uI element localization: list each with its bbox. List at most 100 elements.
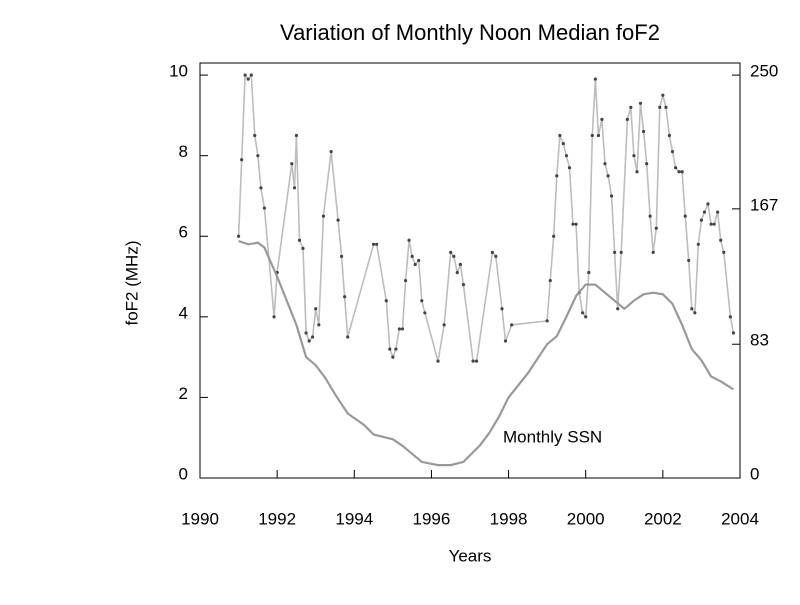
data-point	[706, 202, 710, 206]
data-point	[629, 105, 633, 109]
data-point	[436, 359, 440, 363]
data-point	[613, 250, 617, 254]
data-point	[552, 234, 556, 238]
data-point	[635, 170, 639, 174]
data-point	[609, 194, 614, 198]
x-tick-label: 1994	[335, 509, 373, 528]
data-point	[702, 210, 707, 214]
y-tick-label: 6	[179, 223, 188, 242]
x-tick-label: 2002	[644, 509, 682, 528]
data-point	[490, 250, 494, 254]
data-point	[407, 238, 411, 242]
data-point	[638, 101, 643, 105]
data-point	[545, 319, 549, 323]
data-point	[256, 154, 260, 158]
data-point	[455, 270, 459, 275]
data-point	[596, 133, 601, 138]
data-point	[314, 307, 318, 311]
data-point	[606, 174, 610, 178]
data-point	[712, 222, 716, 226]
data-point	[677, 170, 681, 174]
y2-tick-label: 0	[750, 464, 759, 483]
y2-tick-label: 167	[750, 195, 778, 214]
data-point	[687, 258, 691, 263]
plot-frame	[199, 62, 741, 479]
data-point	[253, 133, 257, 138]
data-point	[555, 174, 559, 178]
data-point	[709, 222, 713, 226]
data-point	[716, 210, 720, 214]
data-point	[494, 254, 498, 258]
data-point	[410, 254, 414, 258]
data-point	[632, 154, 636, 158]
data-point	[240, 158, 244, 162]
data-point	[272, 315, 276, 319]
data-point	[423, 311, 427, 315]
series-line	[237, 72, 735, 362]
data-point	[564, 154, 569, 158]
data-point	[259, 186, 263, 190]
data-point	[719, 238, 723, 242]
data-point	[249, 73, 253, 77]
x-tick-label: 1996	[413, 509, 451, 528]
data-point	[654, 226, 658, 230]
data-point	[667, 133, 672, 138]
x-tick-label: 1990	[181, 509, 219, 528]
y-tick-label: 8	[179, 142, 188, 161]
data-point	[471, 359, 475, 363]
data-point	[696, 242, 700, 246]
data-point	[571, 222, 575, 226]
data-point	[384, 299, 388, 303]
data-point	[388, 347, 392, 351]
data-point	[619, 250, 623, 254]
data-point	[661, 93, 665, 97]
data-point	[301, 246, 305, 250]
x-tick-label: 2000	[567, 509, 605, 528]
data-point	[458, 262, 462, 267]
data-point	[590, 133, 594, 138]
x-tick-label: 2004	[721, 509, 759, 528]
data-point	[397, 327, 402, 331]
data-point	[673, 166, 678, 170]
data-point	[645, 162, 649, 166]
data-point	[474, 359, 479, 363]
data-point	[236, 234, 241, 238]
data-point	[558, 133, 562, 138]
annotation: Monthly SSN	[503, 427, 602, 446]
data-point	[413, 262, 417, 267]
y2-tick-label: 83	[750, 331, 769, 350]
data-point	[336, 218, 340, 222]
data-point	[343, 295, 347, 299]
data-point	[699, 218, 704, 222]
data-point	[584, 315, 588, 319]
data-point	[574, 222, 578, 226]
data-point	[317, 323, 321, 327]
data-point	[728, 315, 732, 319]
data-point	[417, 258, 421, 263]
data-point	[420, 299, 424, 303]
data-point	[294, 133, 299, 138]
data-point	[641, 129, 646, 134]
data-point	[394, 347, 398, 351]
data-point	[648, 214, 652, 218]
data-point	[503, 339, 508, 343]
data-point	[500, 307, 504, 311]
data-point	[339, 254, 344, 258]
y-tick-label: 0	[179, 464, 188, 483]
data-point	[375, 242, 379, 246]
data-point	[731, 331, 736, 335]
data-point	[567, 166, 572, 170]
data-point	[321, 214, 326, 218]
data-point	[593, 77, 597, 81]
data-point	[246, 77, 250, 81]
data-point	[307, 339, 311, 343]
data-point	[690, 307, 694, 311]
y-tick-label: 4	[179, 303, 188, 322]
y-axis-label: foF2 (MHz)	[122, 241, 141, 326]
data-point	[658, 105, 662, 109]
data-point	[449, 250, 453, 254]
data-point	[616, 307, 620, 311]
y2-tick-label: 250	[750, 62, 778, 81]
data-point	[625, 117, 629, 122]
series-line	[238, 240, 734, 467]
